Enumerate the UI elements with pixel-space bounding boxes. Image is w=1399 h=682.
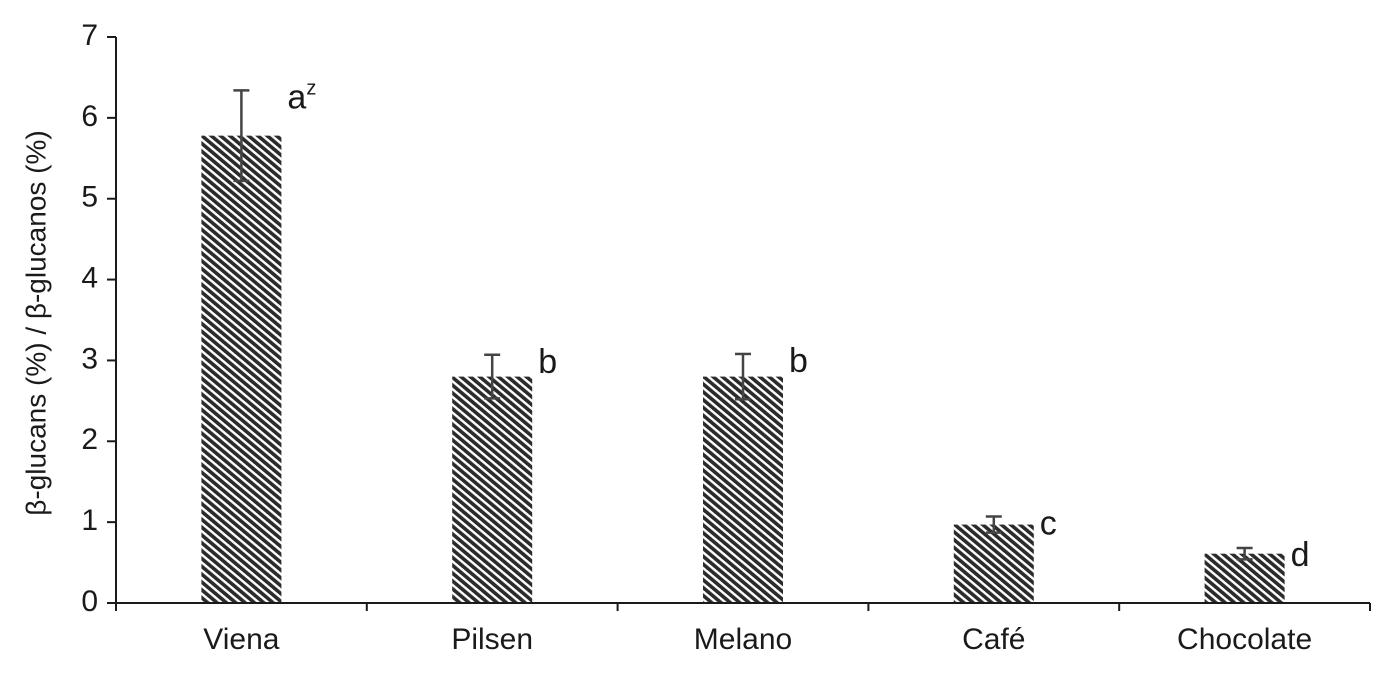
significance-letter: b bbox=[789, 342, 808, 380]
significance-letter-main: c bbox=[1040, 504, 1057, 542]
significance-letter-main: d bbox=[1291, 536, 1310, 574]
significance-letter: az bbox=[287, 77, 316, 116]
significance-superscript: z bbox=[306, 77, 316, 99]
x-tick-label: Pilsen bbox=[451, 623, 533, 656]
y-tick-label: 6 bbox=[81, 100, 98, 133]
y-tick-label: 1 bbox=[81, 504, 98, 537]
y-tick-label: 2 bbox=[81, 423, 98, 456]
category-labels: Viena Pilsen Melano Café Chocolate bbox=[203, 623, 1312, 656]
significance-letter-main: a bbox=[287, 78, 306, 116]
y-axis-ticks: 0 1 2 3 4 5 6 7 bbox=[81, 19, 116, 618]
bar-viena bbox=[201, 135, 282, 603]
y-tick-label: 7 bbox=[81, 19, 98, 52]
bar-caf- bbox=[953, 524, 1034, 603]
significance-labels: az b b c d bbox=[287, 77, 1309, 574]
x-tick-label: Viena bbox=[203, 623, 280, 656]
significance-letter: c bbox=[1040, 504, 1057, 542]
bars bbox=[201, 135, 1285, 603]
bar-chocolate bbox=[1204, 553, 1285, 603]
significance-letter: d bbox=[1291, 536, 1310, 574]
y-tick-label: 5 bbox=[81, 181, 98, 214]
y-tick-label: 0 bbox=[81, 585, 98, 618]
x-tick-label: Chocolate bbox=[1177, 623, 1312, 656]
significance-letter-main: b bbox=[538, 343, 557, 381]
bar-pilsen bbox=[452, 376, 533, 603]
y-tick-label: 3 bbox=[81, 342, 98, 375]
y-tick-label: 4 bbox=[81, 261, 98, 294]
y-axis-label: β-glucans (%) / β-glucanos (%) bbox=[20, 130, 51, 515]
x-tick-label: Café bbox=[962, 623, 1025, 656]
significance-letter-main: b bbox=[789, 342, 808, 380]
x-tick-label: Melano bbox=[694, 623, 792, 656]
x-axis-ticks bbox=[115, 603, 1371, 611]
error-bars bbox=[233, 89, 1253, 561]
significance-letter: b bbox=[538, 343, 557, 381]
bar-melano bbox=[703, 376, 783, 603]
